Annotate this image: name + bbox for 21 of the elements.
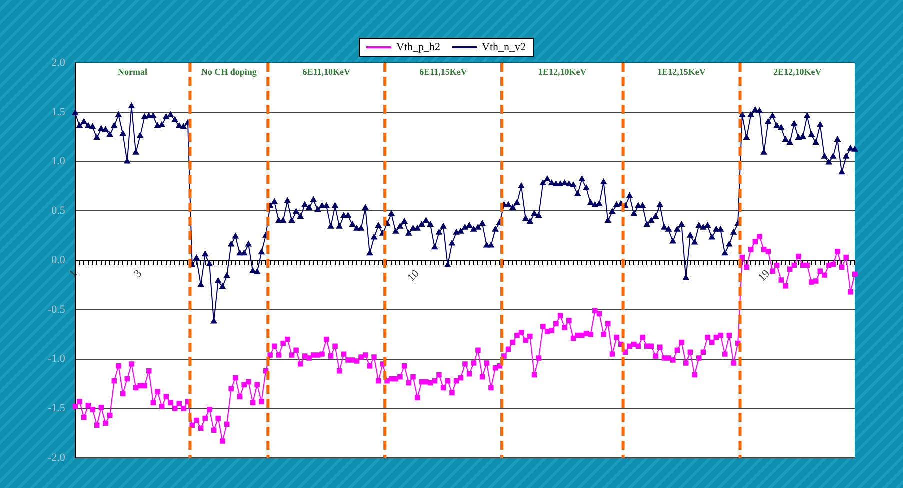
x-tick-label: 10 xyxy=(405,267,422,284)
legend-label: Vth_n_v2 xyxy=(482,41,526,54)
annotation: 6E11,15KeV xyxy=(420,66,468,77)
y-tick-label: -2.0 xyxy=(48,452,66,464)
x-tick-label: 3 xyxy=(132,267,145,280)
y-tick-label: -1.5 xyxy=(48,402,66,415)
annotation: 6E11,10KeV xyxy=(302,66,351,77)
x-tick-label: 19 xyxy=(756,267,773,284)
annotation: 2E12,10KeV xyxy=(773,66,822,77)
annotation: 1E12,10KeV xyxy=(538,66,588,77)
y-tick-label: 1.5 xyxy=(52,106,66,118)
annotation: Normal xyxy=(118,66,148,77)
y-tick-label: 2.0 xyxy=(52,56,66,69)
legend-label: Vth_p_h2 xyxy=(396,41,440,54)
y-tick-label: 0.0 xyxy=(52,254,66,266)
y-tick-label: -0.5 xyxy=(48,304,66,316)
annotation: 1E12,15KeV xyxy=(658,66,706,77)
y-tick-label: 0.5 xyxy=(52,205,66,218)
y-tick-label: -1.0 xyxy=(48,353,66,366)
annotation: No CH doping xyxy=(201,66,258,77)
y-tick-label: 1.0 xyxy=(52,156,66,168)
